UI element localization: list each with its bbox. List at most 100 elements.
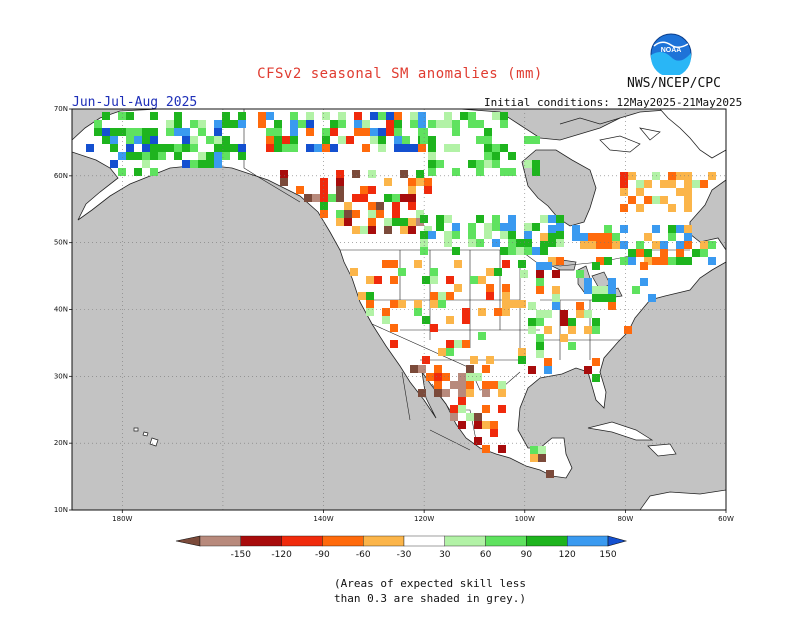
anomaly-cell — [454, 284, 462, 292]
anomaly-cell — [444, 112, 452, 120]
anomaly-cell — [536, 334, 544, 342]
south-america-land — [639, 489, 726, 510]
anomaly-cell — [552, 286, 560, 294]
anomaly-cell — [110, 136, 118, 144]
anomaly-cell — [476, 168, 484, 176]
latitude-ticks: 70N 60N 50N 40N 30N 20N 10N — [54, 105, 72, 514]
anomaly-cell — [530, 454, 538, 462]
anomaly-cell — [580, 233, 588, 241]
anomaly-cell — [538, 454, 546, 462]
anomaly-cell — [94, 120, 102, 128]
anomaly-cell — [444, 239, 452, 247]
anomaly-cell — [420, 247, 428, 255]
anomaly-cell — [86, 144, 94, 152]
colorbar-segment — [403, 535, 445, 547]
anomaly-cell — [368, 210, 376, 218]
anomaly-cell — [446, 316, 454, 324]
anomaly-cell — [150, 152, 158, 160]
anomaly-cell — [600, 294, 608, 302]
anomaly-cell — [492, 160, 500, 168]
anomaly-cell — [532, 136, 540, 144]
anomaly-cell — [274, 144, 282, 152]
anomaly-cell — [474, 373, 482, 381]
anomaly-cell — [394, 120, 402, 128]
anomaly-cell — [560, 318, 568, 326]
anomaly-cell — [336, 178, 344, 186]
anomaly-cell — [466, 365, 474, 373]
anomaly-cell — [442, 389, 450, 397]
anomaly-cell — [620, 180, 628, 188]
anomaly-cell — [390, 340, 398, 348]
anomaly-cell — [306, 144, 314, 152]
anomaly-cell — [222, 144, 230, 152]
anomaly-cell — [410, 112, 418, 120]
anomaly-cell — [230, 120, 238, 128]
anomaly-cell — [444, 120, 452, 128]
anomaly-cell — [652, 257, 660, 265]
anomaly-cell — [478, 276, 486, 284]
anomaly-cell — [580, 241, 588, 249]
graticule — [72, 109, 726, 510]
anomaly-cell — [118, 168, 126, 176]
anomaly-cell — [536, 342, 544, 350]
anomaly-cell — [190, 160, 198, 168]
anomaly-cell — [126, 128, 134, 136]
cuba-land — [587, 421, 654, 441]
anomaly-cell — [174, 112, 182, 120]
lon-tick-label: 180W — [112, 515, 132, 523]
anomaly-cell — [384, 194, 392, 202]
anomaly-cell — [518, 348, 526, 356]
anomaly-cell — [398, 268, 406, 276]
anomaly-cell — [628, 249, 636, 257]
anomaly-cell — [158, 144, 166, 152]
lon-tick-label: 80W — [617, 515, 633, 523]
anomaly-cell — [684, 188, 692, 196]
anomaly-cell — [94, 128, 102, 136]
anomaly-cell — [370, 112, 378, 120]
anomaly-cell — [238, 112, 246, 120]
anomaly-cell — [338, 112, 346, 120]
anomaly-cell — [498, 405, 506, 413]
anomaly-cell — [468, 120, 476, 128]
anomaly-cell — [126, 152, 134, 160]
anomaly-cell — [458, 381, 466, 389]
anomaly-cell — [410, 365, 418, 373]
anomaly-cell — [408, 194, 416, 202]
anomaly-cell — [328, 194, 336, 202]
anomaly-cell — [182, 128, 190, 136]
anomaly-cell — [660, 196, 668, 204]
anomaly-cell — [676, 225, 684, 233]
anomaly-cell — [102, 136, 110, 144]
anomaly-cell — [486, 284, 494, 292]
anomaly-cell — [540, 239, 548, 247]
anomaly-cell — [478, 308, 486, 316]
anomaly-cell — [370, 136, 378, 144]
anomaly-cell — [458, 405, 466, 413]
anomaly-cell — [362, 144, 370, 152]
anomaly-cell — [524, 231, 532, 239]
anomaly-cell — [484, 152, 492, 160]
anomaly-cell — [516, 239, 524, 247]
anomaly-cell — [588, 233, 596, 241]
anomaly-cell — [206, 152, 214, 160]
anomaly-cell — [596, 233, 604, 241]
anomaly-cell — [620, 257, 628, 265]
anomaly-cell — [528, 302, 536, 310]
anomaly-cell — [238, 152, 246, 160]
colorbar-label: -150 — [231, 550, 252, 560]
anomaly-cell — [640, 262, 648, 270]
anomaly-cell — [150, 112, 158, 120]
anomaly-cell — [436, 160, 444, 168]
anomaly-cell — [474, 421, 482, 429]
anomaly-cell — [612, 233, 620, 241]
anomaly-cell — [592, 318, 600, 326]
anomaly-cell — [524, 247, 532, 255]
anomaly-cell — [462, 316, 470, 324]
colorbar-segment — [567, 535, 609, 547]
colorbar: -150 -120 -90 -60 -30 30 60 90 120 150 — [175, 535, 628, 560]
anomaly-cell — [482, 381, 490, 389]
anomaly-cell — [568, 342, 576, 350]
anomaly-cell — [536, 350, 544, 358]
lon-tick-label: 140W — [313, 515, 333, 523]
anomaly-cell — [366, 292, 374, 300]
